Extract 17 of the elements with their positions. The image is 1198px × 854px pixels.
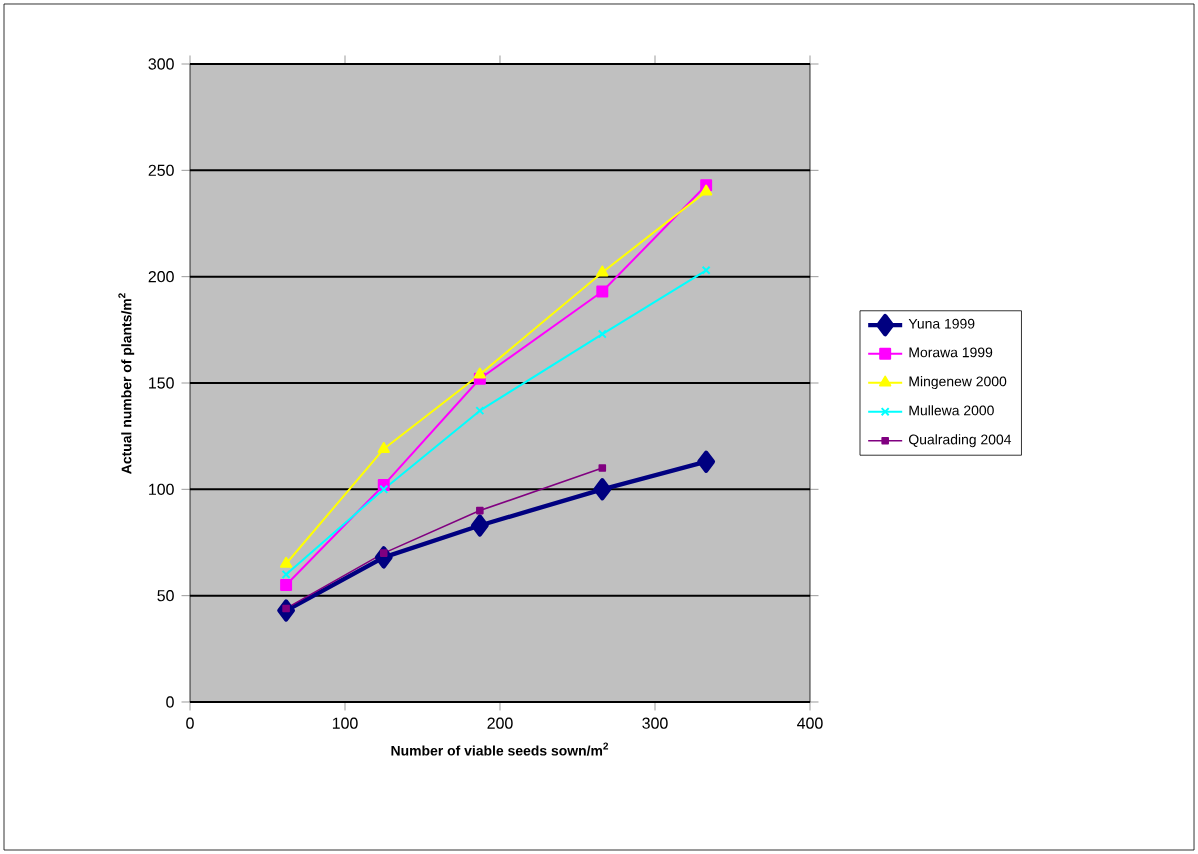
point	[379, 484, 389, 494]
point	[470, 514, 489, 537]
point	[593, 478, 612, 501]
point	[476, 506, 484, 515]
point	[279, 556, 293, 568]
point	[379, 549, 388, 557]
point	[697, 450, 716, 473]
point	[473, 367, 487, 379]
point	[475, 406, 485, 416]
point	[598, 464, 607, 472]
point	[280, 579, 293, 592]
point	[596, 285, 609, 298]
point	[282, 604, 290, 613]
point	[377, 441, 390, 453]
point	[596, 265, 609, 277]
point	[597, 329, 607, 339]
point	[699, 184, 713, 196]
